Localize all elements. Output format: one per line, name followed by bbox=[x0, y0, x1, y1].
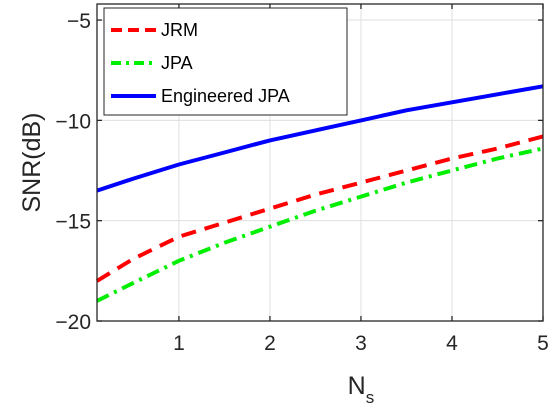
x-tick-label: 5 bbox=[537, 332, 549, 355]
axis-ticks: 1 2 3 4 5 −20 −15 −10 −5 bbox=[55, 4, 549, 355]
x-axis-label-subscript: s bbox=[366, 388, 375, 407]
y-tick-label: −10 bbox=[55, 110, 91, 133]
axes-frame bbox=[96, 3, 544, 322]
y-axis-label: SNR(dB) bbox=[18, 112, 46, 212]
x-tick-label: 2 bbox=[264, 332, 276, 355]
x-tick-label: 1 bbox=[173, 332, 185, 355]
series-lines bbox=[95, 84, 544, 303]
series-line-engineered-jpa bbox=[96, 84, 544, 193]
legend-label: Engineered JPA bbox=[161, 86, 290, 106]
x-tick-label: 3 bbox=[355, 332, 367, 355]
series-line-jpa bbox=[96, 146, 544, 303]
x-axis-label-main: N bbox=[348, 372, 366, 400]
y-tick-label: −20 bbox=[55, 311, 91, 334]
series-line-jrm bbox=[95, 134, 544, 283]
x-tick-label: 4 bbox=[446, 332, 458, 355]
y-tick-label: −15 bbox=[55, 211, 91, 234]
legend-label: JRM bbox=[161, 20, 198, 40]
x-axis-label: Ns bbox=[348, 372, 375, 407]
legend: JRM JPA Engineered JPA bbox=[103, 7, 348, 116]
y-tick-label: −5 bbox=[67, 10, 91, 33]
legend-label: JPA bbox=[161, 53, 193, 73]
